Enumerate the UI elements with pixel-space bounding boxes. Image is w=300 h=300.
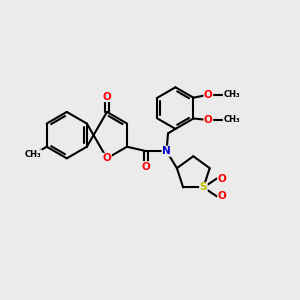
- Text: O: O: [218, 191, 226, 201]
- Text: O: O: [103, 153, 111, 163]
- Text: O: O: [218, 173, 226, 184]
- Text: N: N: [162, 146, 171, 156]
- Text: CH₃: CH₃: [223, 90, 240, 99]
- Text: O: O: [103, 92, 111, 101]
- Text: O: O: [204, 90, 213, 100]
- Text: O: O: [142, 162, 151, 172]
- Text: CH₃: CH₃: [25, 150, 42, 159]
- Text: S: S: [200, 182, 207, 192]
- Text: CH₃: CH₃: [223, 116, 240, 124]
- Text: O: O: [204, 115, 213, 125]
